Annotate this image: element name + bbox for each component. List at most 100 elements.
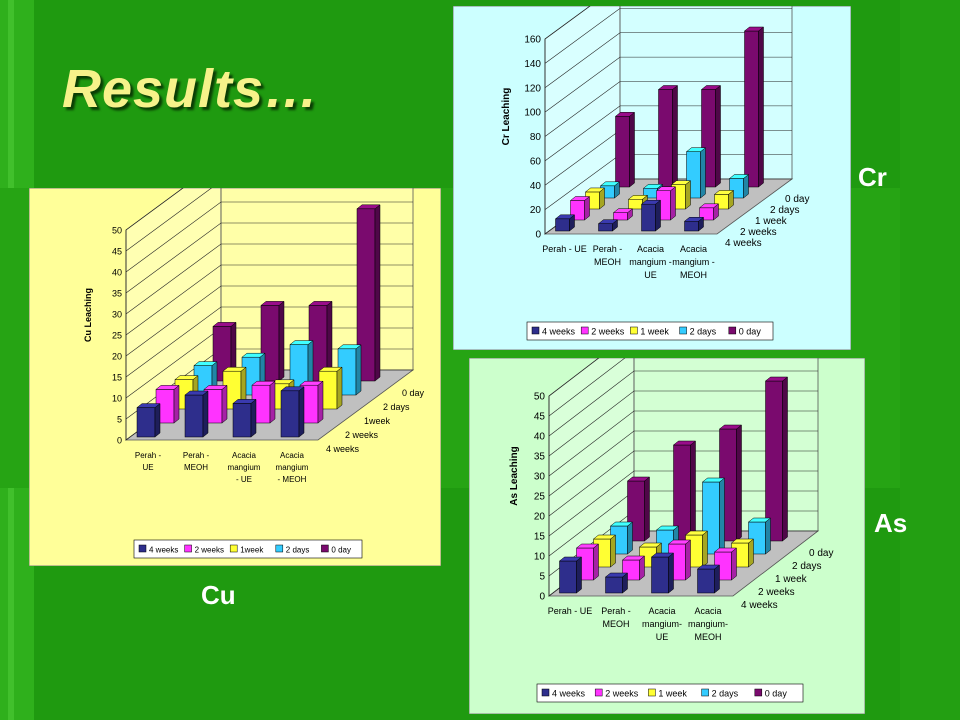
depth-tick-label: 0 day <box>809 548 833 559</box>
x-tick-label: Acacia <box>694 606 721 616</box>
bar-front <box>184 394 204 438</box>
bar-front <box>232 403 252 438</box>
x-tick-label: Acacia <box>280 451 305 460</box>
y-tick-label: 30 <box>534 472 546 483</box>
x-tick-label: Acacia <box>232 451 257 460</box>
bar-front <box>598 223 613 232</box>
bar-side <box>714 564 720 594</box>
bar-side <box>336 366 343 410</box>
bar-top <box>713 190 735 195</box>
gridline <box>548 390 818 457</box>
bar-side <box>355 344 362 396</box>
gridline <box>125 188 184 231</box>
bar-side <box>269 380 276 424</box>
legend-swatch <box>541 688 550 697</box>
bars <box>554 26 765 232</box>
bar-top <box>609 521 634 527</box>
bar-top <box>655 186 677 191</box>
y-axis-title: As Leaching <box>509 446 520 505</box>
bar-front <box>555 218 570 232</box>
legend-swatch <box>728 326 737 335</box>
x-tick-label: mangium - <box>629 257 672 267</box>
y-tick-label: 20 <box>534 512 546 523</box>
gridline <box>548 470 818 537</box>
depth-tick-label: 1 week <box>755 216 788 227</box>
bar <box>650 552 675 594</box>
slide-title: Results… <box>62 59 320 119</box>
gridline <box>125 201 413 273</box>
y-tick-label: 140 <box>524 59 541 70</box>
bar-side <box>700 147 706 199</box>
bar <box>155 384 180 424</box>
bar-top <box>599 181 621 187</box>
bar-top <box>612 208 634 213</box>
bar-side <box>702 530 708 568</box>
y-tick-label: 30 <box>112 310 122 320</box>
y-tick-label: 50 <box>534 392 546 403</box>
legend-label: 2 days <box>286 546 310 555</box>
y-tick-label: 0 <box>535 230 541 241</box>
legend-swatch <box>138 544 147 553</box>
bar <box>683 216 705 232</box>
y-tick-label: 80 <box>530 132 542 143</box>
bar <box>356 204 381 382</box>
bar-top <box>308 301 333 306</box>
bar <box>597 219 619 232</box>
gridline <box>125 243 413 315</box>
x-tick-label: - MEOH <box>278 475 307 484</box>
bar-side <box>731 547 737 581</box>
gridline <box>544 105 792 162</box>
x-tick-label: Acacia <box>680 244 707 254</box>
bar-top <box>764 376 789 382</box>
legend-box <box>536 683 804 703</box>
y-tick-label: 160 <box>524 35 541 46</box>
bar-side <box>670 186 676 221</box>
y-tick-label: 35 <box>112 289 122 299</box>
bar-side <box>644 476 650 542</box>
bar-side <box>221 384 228 424</box>
bar-side <box>627 521 633 555</box>
bar <box>612 208 634 221</box>
y-tick-label: 20 <box>530 205 542 216</box>
chart-legend: 4 weeks 2 weeks 1week 2 days 0 day <box>133 539 363 559</box>
bar-top <box>136 403 161 408</box>
bar <box>318 366 343 410</box>
legend-swatch <box>184 544 192 553</box>
bar <box>337 344 362 396</box>
x-axis-labels: Perah - UE Perah - MEOH Acacia mangium - UE Ac… <box>542 244 715 280</box>
bar-front <box>613 212 628 221</box>
x-tick-label: MEOH <box>603 619 630 629</box>
bar-top <box>569 196 591 201</box>
depth-tick-label: 2 days <box>383 402 410 412</box>
background-stripe-right <box>900 0 960 720</box>
bar-top <box>203 385 228 390</box>
bar-top <box>670 180 692 185</box>
bar-top <box>155 385 180 390</box>
bar-top <box>718 424 743 430</box>
bar-top <box>655 525 680 531</box>
bar <box>713 189 735 210</box>
bar <box>260 300 285 382</box>
y-tick-label: 40 <box>530 181 542 192</box>
gridline <box>548 370 818 437</box>
depth-tick-label: 4 weeks <box>326 444 360 454</box>
bar-top <box>212 322 237 327</box>
bars <box>136 204 381 438</box>
bar-top <box>730 538 755 544</box>
legend-label: 2 weeks <box>605 689 639 699</box>
bar <box>640 199 662 232</box>
gridline <box>548 358 626 417</box>
y-tick-label: 100 <box>524 108 541 119</box>
bar-top <box>626 476 651 482</box>
bar-top <box>232 399 257 404</box>
legend-label: 0 day <box>739 327 762 337</box>
legend-swatch <box>275 544 284 553</box>
y-tick-label: 15 <box>112 373 122 383</box>
bar <box>251 380 276 424</box>
x-tick-label: mangium- <box>642 619 682 629</box>
legend-label: 2 days <box>712 689 739 699</box>
x-tick-label: Perah - <box>183 451 210 460</box>
y-axis-ticks: 0 5 10 15 20 25 30 35 40 45 50 <box>534 392 546 603</box>
bar-front <box>658 89 673 188</box>
bar-top <box>640 199 662 205</box>
